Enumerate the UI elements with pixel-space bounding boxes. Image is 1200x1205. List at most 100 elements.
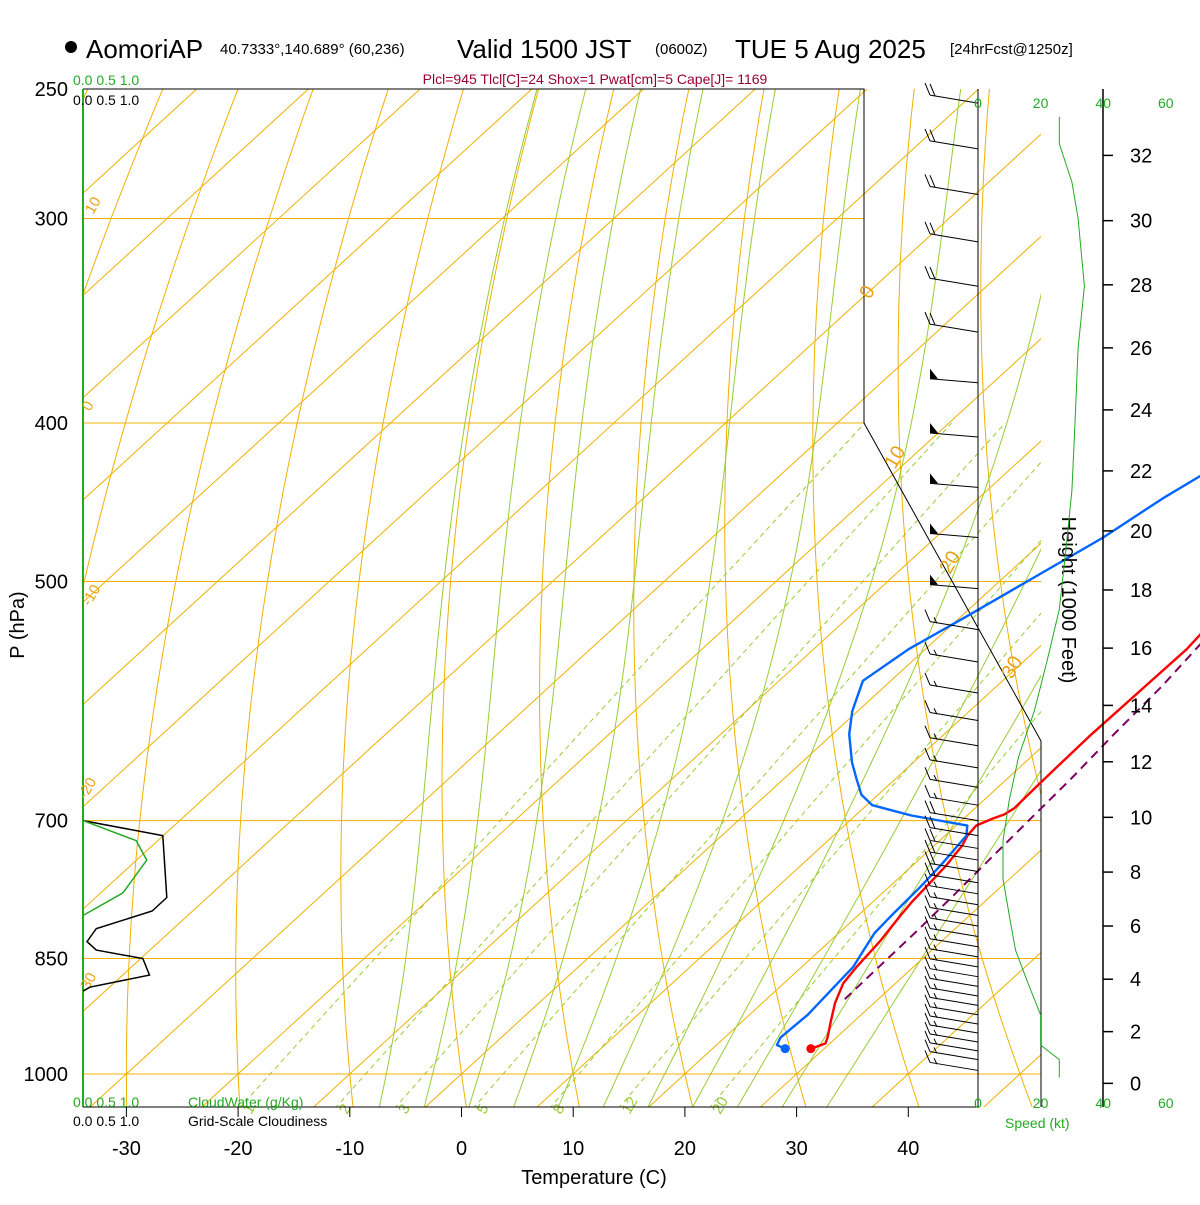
wind-barb-full [925,610,930,622]
wind-barb [925,83,978,103]
dewpoint-surface-marker [781,1044,790,1053]
height-tick-label: 16 [1130,638,1152,660]
wind-barb-full [925,828,930,840]
wind-barb-flag [930,524,938,534]
wind-barb-full [930,84,935,96]
isotherm [499,60,1200,1142]
y-tick-label: 300 [35,209,68,231]
wind-barb [925,885,978,905]
isotherm-label: -30 [75,970,101,997]
cloud-profiles [83,821,167,992]
height-tick-label: 28 [1130,275,1152,297]
wind-barb [925,642,978,662]
wind-barb-full [930,313,935,325]
wind-barb-full [925,83,930,95]
speed-tick-top: 0 [974,95,982,111]
wind-barb-full [925,801,930,813]
height-tick-label: 8 [1130,862,1141,884]
wind-barb-full [925,673,930,685]
wind-barb [930,423,978,437]
height-tick-label: 18 [1130,580,1152,602]
wind-barb [925,895,978,915]
moist-adiabat [558,60,781,1109]
wind-barb-shaft [930,278,978,286]
dry-adiabat [236,60,398,1142]
wind-barb-full [925,937,930,949]
moist-adiabat [424,60,594,1109]
speed-tick-top: 20 [1033,95,1049,111]
height-tick-label: 20 [1130,521,1152,543]
dry-adiabat [634,60,702,1142]
height-tick-label: 6 [1130,916,1141,938]
wind-barb-shaft [930,433,978,437]
wind-barb-full [925,266,930,278]
height-tick-label: 2 [1130,1022,1141,1044]
dry-adiabat [126,60,323,1142]
wind-barb [925,312,978,332]
wind-barb-flag [930,423,938,433]
wind-barb-full [925,895,930,907]
height-tick-label: 30 [1130,211,1152,233]
speed-tick-bottom: 40 [1095,1095,1111,1111]
wind-barb-full [925,222,930,234]
wind-barb-shaft [930,234,978,242]
wind-barb [925,767,978,787]
mixing-ratio-line [239,423,865,1109]
isotherm [723,60,1200,1142]
plot-frame [83,89,1041,1107]
isotherm [0,60,675,1142]
station-coords: 40.7333°,140.689° (60,236) [220,41,405,58]
wind-barb-full [930,267,935,279]
dry-adiabat [813,60,931,1142]
cloudwater-scale-top: 0.0 0.5 1.0 [73,72,139,88]
dry-adiabat [725,60,817,1142]
height-tick-label: 0 [1130,1073,1141,1095]
isotherm-label: -20 [75,775,101,802]
moist-adiabat [468,60,647,1109]
isotherm-label: 30 [997,652,1027,682]
wind-barb [925,726,978,746]
y-tick-label: 500 [35,572,68,594]
wind-barb-full [925,129,930,141]
station-marker-icon [65,41,77,53]
wind-barb-full [925,174,930,186]
speed-tick-bottom: 60 [1158,1095,1174,1111]
valid-time: Valid 1500 JST [457,34,632,64]
isotherm [164,60,1200,1142]
valid-date: TUE 5 Aug 2025 [735,34,926,64]
wind-barb-flag [930,473,938,483]
wind-barb [925,916,978,936]
dewpoint-trace [777,103,1200,1049]
pressure-lines [83,89,1041,1074]
wind-barb [925,266,978,286]
isotherms [0,60,1200,1142]
isotherm [52,60,1200,1142]
wind-barb [930,369,978,383]
isotherm-label: 0 [79,398,98,414]
height-tick-label: 26 [1130,338,1152,360]
wind-barb-shaft [930,840,978,848]
dry-adiabat [898,60,1046,1142]
speed-tick-top: 60 [1158,95,1174,111]
wind-barb-full [925,851,930,863]
wind-barb-shaft [930,379,978,383]
wind-barb-full [925,840,930,852]
mixing-ratio-label: 8 [550,1101,569,1117]
wind-barb-full [930,829,935,841]
wind-barb-full [930,175,935,187]
wind-barb [925,874,978,894]
wind-barb-full [925,927,930,939]
wind-barb-shaft [930,875,978,883]
wind-barb-full [925,906,930,918]
height-tick-label: 12 [1130,752,1152,774]
speed-tick-bottom: 20 [1033,1095,1049,1111]
wind-barb [925,927,978,947]
mixing-ratio-line [549,423,1144,1109]
x-tick-label: 10 [562,1138,584,1160]
wind-barb [925,1050,978,1070]
